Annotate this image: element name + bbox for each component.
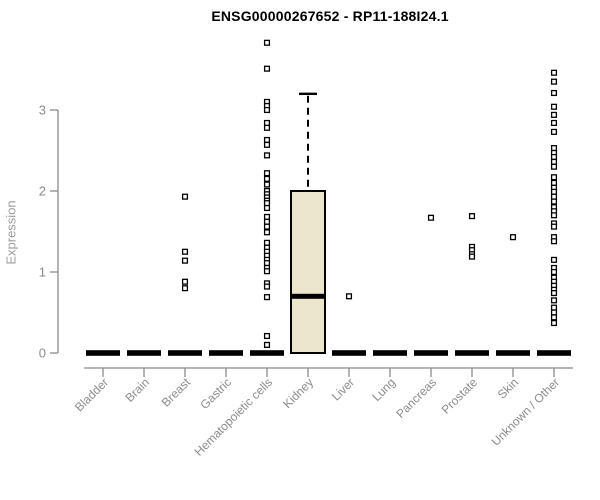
outlier-point [263, 175, 271, 182]
outlier-point [550, 198, 558, 205]
outlier-point [263, 218, 271, 225]
outlier-point [263, 65, 271, 72]
outlier-point [550, 212, 558, 219]
outlier-point [263, 119, 271, 127]
collapsed-box [373, 350, 407, 356]
outlier-point [263, 106, 271, 114]
outlier-point [263, 332, 271, 340]
outlier-point [263, 181, 271, 188]
collapsed-box [168, 350, 202, 356]
outlier-point [550, 188, 558, 195]
outlier-point [550, 309, 558, 316]
outlier-point [345, 293, 353, 300]
outlier-point [181, 278, 189, 285]
outlier-point [181, 248, 189, 255]
outlier-point [263, 294, 271, 301]
collapsed-box [127, 350, 161, 356]
outlier-point [468, 213, 476, 220]
outlier-point [550, 89, 558, 97]
outlier-point [550, 153, 558, 161]
outlier-point [550, 297, 558, 304]
outlier-point [550, 145, 558, 152]
outlier-point [263, 268, 271, 275]
outlier-point [181, 257, 189, 264]
outlier-point [263, 229, 271, 236]
y-tick-label: 1 [39, 265, 46, 280]
median-line [291, 293, 325, 299]
outlier-point [263, 152, 271, 159]
outlier-point [550, 238, 558, 245]
x-tick-label: Kidney [280, 375, 316, 411]
outlier-point [263, 136, 271, 144]
x-tick-label: Prostate [439, 375, 481, 417]
y-tick-label: 2 [39, 184, 46, 199]
outlier-point [263, 260, 271, 267]
outlier-point [550, 223, 558, 230]
outlier-point [509, 234, 517, 241]
chart-title: ENSG00000267652 - RP11-188I24.1 [211, 8, 449, 24]
outlier-point [181, 193, 189, 200]
outlier-point [550, 78, 558, 85]
outlier-point [550, 174, 558, 181]
collapsed-box [86, 350, 120, 356]
outlier-point [550, 319, 558, 327]
outlier-point [263, 223, 271, 230]
outlier-point [550, 290, 558, 297]
x-tick-label: Liver [329, 375, 357, 403]
outlier-point [550, 163, 558, 170]
outlier-point [468, 253, 476, 260]
outlier-point [550, 268, 558, 276]
outlier-point [263, 170, 271, 177]
y-tick-label: 0 [39, 346, 46, 361]
x-tick-label: Breast [159, 375, 194, 410]
outlier-point [263, 204, 271, 212]
outlier-point [263, 341, 271, 348]
outlier-point [263, 213, 271, 220]
y-tick-label: 3 [39, 103, 46, 118]
outlier-point [550, 193, 558, 200]
collapsed-box [496, 350, 530, 356]
collapsed-box [332, 350, 366, 356]
collapsed-box [537, 350, 571, 356]
box [290, 190, 326, 354]
x-tick-label: Pancreas [393, 375, 439, 421]
outlier-point [550, 69, 558, 76]
outlier-point [181, 285, 189, 292]
outlier-point [263, 239, 271, 246]
x-tick-label: Lung [369, 375, 398, 404]
outlier-point [550, 128, 558, 135]
collapsed-box [414, 350, 448, 356]
collapsed-box [455, 350, 489, 356]
x-tick-label: Hematopoietic cells [192, 375, 275, 458]
outlier-point [427, 214, 435, 221]
x-tick-label: Skin [495, 375, 521, 401]
collapsed-box [209, 350, 243, 356]
outlier-point [263, 124, 271, 131]
outlier-point [263, 283, 271, 290]
x-tick-label: Bladder [72, 375, 111, 414]
outlier-point [550, 119, 558, 127]
x-tick-label: Gastric [197, 375, 234, 412]
outlier-point [550, 314, 558, 321]
outlier-point [550, 179, 558, 186]
outlier-point [550, 158, 558, 165]
outlier-point [263, 39, 271, 46]
outlier-point [263, 141, 271, 148]
x-tick-label: Brain [122, 375, 152, 405]
outlier-point [263, 200, 271, 207]
outlier-point [550, 304, 558, 311]
outlier-point [550, 103, 558, 110]
outlier-point [550, 111, 558, 118]
outlier-point [550, 256, 558, 263]
collapsed-box [250, 350, 284, 356]
